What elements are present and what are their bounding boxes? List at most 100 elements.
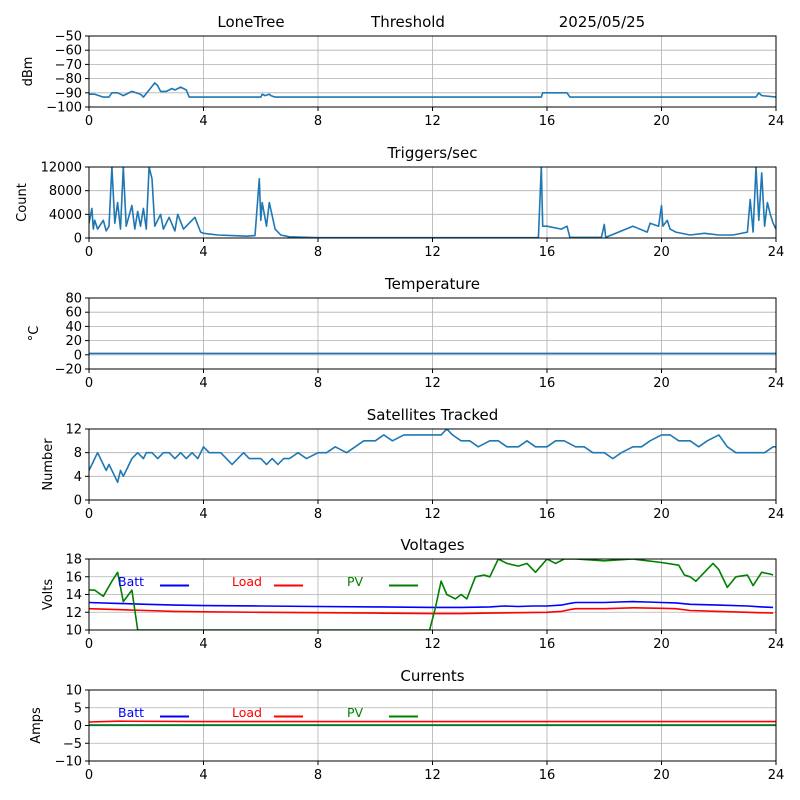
y-tick-label: 12 [65,606,82,621]
y-axis-label: Count [15,183,30,222]
y-tick-label: 0 [74,494,82,509]
panel-title: Satellites Tracked [367,406,498,424]
y-tick-label: −90 [55,86,82,101]
y-tick-label: 0 [74,719,82,734]
x-tick-label: 20 [653,637,670,652]
x-tick-label: 12 [424,768,441,783]
x-tick-label: 16 [539,114,556,129]
x-tick-label: 4 [199,376,207,391]
y-tick-label: 8 [74,446,82,461]
x-tick-label: 0 [85,507,93,522]
y-tick-label: 80 [65,292,82,307]
y-tick-label: −50 [55,30,82,45]
x-tick-label: 24 [768,376,785,391]
y-tick-label: −100 [46,101,82,116]
y-tick-label: −80 [55,72,82,87]
x-tick-label: 16 [539,637,556,652]
y-tick-label: −20 [55,363,82,378]
y-axis-label: Number [41,438,56,491]
panel-title: Currents [400,667,464,685]
x-tick-label: 24 [768,507,785,522]
panel-title: Temperature [384,275,480,293]
legend-label-batt: Batt [118,705,144,720]
x-tick-label: 8 [314,637,322,652]
panel-satellites: 0 4 8 12 16 20 24 0 4 8 12 Satellites Tracked Number [41,406,784,522]
x-tick-label: 12 [424,507,441,522]
x-tick-label: 20 [653,245,670,260]
x-tick-label: 4 [199,507,207,522]
header: LoneTree Threshold 2025/05/25 [217,13,645,31]
panel-currents: 0 4 8 12 16 20 24 −10 −5 0 5 10 Currents Amps Batt Load… [29,667,784,783]
x-tick-label: 16 [539,245,556,260]
x-tick-label: 8 [314,114,322,129]
y-tick-label: 18 [65,553,82,568]
x-tick-label: 20 [653,376,670,391]
x-tick-label: 0 [85,245,93,260]
y-tick-label: 16 [65,570,82,585]
panel-title: Triggers/sec [387,144,478,162]
x-tick-label: 4 [199,637,207,652]
y-tick-label: 10 [65,684,82,699]
x-tick-label: 8 [314,507,322,522]
legend-label-load: Load [232,705,262,720]
x-tick-label: 4 [199,114,207,129]
x-tick-label: 8 [314,768,322,783]
y-tick-label: 60 [65,306,82,321]
legend-label-load: Load [232,574,262,589]
x-tick-label: 12 [424,114,441,129]
legend-label-pv: PV [347,574,364,589]
series-line-load [89,606,774,615]
series-line-pv [89,559,774,630]
y-axis-label: Volts [41,579,56,611]
x-tick-label: 4 [199,768,207,783]
panel-signal: 0 4 8 12 16 20 24 −100−90−80−70−60−50 dBm [21,30,784,130]
panel-triggers: 0 4 8 12 16 20 24 0 4000 8000 12000 Triggers/sec Cou… [15,144,784,260]
x-tick-label: 24 [768,768,785,783]
x-tick-label: 0 [85,768,93,783]
x-tick-label: 20 [653,768,670,783]
x-tick-label: 8 [314,376,322,391]
x-tick-label: 16 [539,768,556,783]
y-tick-label: 10 [65,624,82,639]
y-tick-label: 5 [74,701,82,716]
x-tick-label: 24 [768,637,785,652]
panel-voltages: 0 4 8 12 16 20 24 10 12 14 16 18 Voltages Volts Batt Lo… [41,536,784,652]
x-tick-label: 12 [424,245,441,260]
y-axis-label: °C [27,326,42,342]
series-line-batt [89,600,774,609]
y-axis-label: Amps [29,707,44,744]
x-tick-label: 16 [539,507,556,522]
x-tick-label: 4 [199,245,207,260]
x-tick-label: 20 [653,507,670,522]
panel-title: Voltages [400,536,464,554]
y-tick-label: −60 [55,44,82,59]
x-tick-label: 0 [85,637,93,652]
y-tick-label: 8000 [49,184,82,199]
x-tick-label: 0 [85,376,93,391]
x-tick-label: 24 [768,114,785,129]
x-tick-label: 12 [424,637,441,652]
y-tick-label: 40 [65,320,82,335]
header-mode: Threshold [370,13,445,31]
y-tick-label: −5 [63,737,82,752]
x-tick-label: 20 [653,114,670,129]
y-tick-label: 0 [74,232,82,247]
y-tick-label: 12 [65,423,82,438]
x-tick-label: 0 [85,114,93,129]
y-tick-label: 14 [65,588,82,603]
x-tick-label: 12 [424,376,441,391]
legend-label-batt: Batt [118,574,144,589]
y-tick-label: −70 [55,58,82,73]
header-site: LoneTree [217,13,284,31]
series-line-0 [89,167,776,238]
series-line-0 [89,82,776,98]
y-tick-label: 12000 [41,161,82,176]
series-line-0 [89,429,776,484]
legend-label-pv: PV [347,705,364,720]
y-tick-label: 0 [74,348,82,363]
x-tick-label: 16 [539,376,556,391]
y-axis-label: dBm [21,57,36,87]
